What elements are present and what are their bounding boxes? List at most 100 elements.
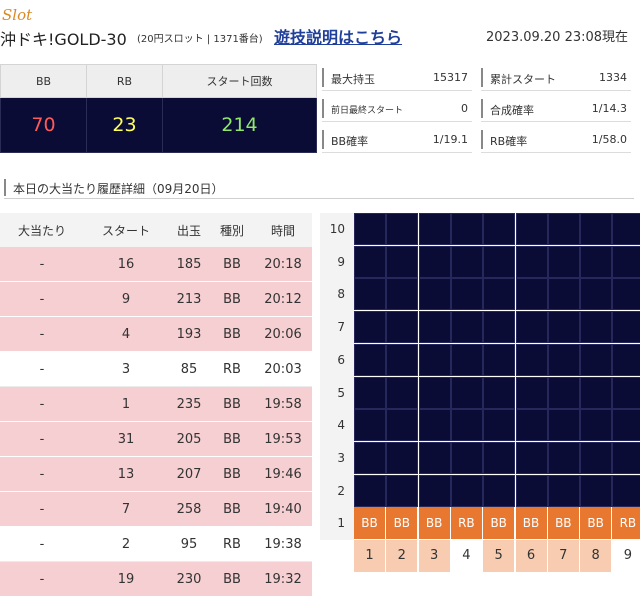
time-cell: 19:53 [254,421,312,457]
stat-value: 0 [461,102,468,115]
graph-bar: BB [515,507,548,540]
graph-bar: RB [612,507,640,540]
type-cell: BB [210,386,254,422]
graph-grid-cell [386,376,419,409]
graph-grid-cell [612,245,640,278]
stat-rb-prob: RB確率 1/58.0 [481,126,631,153]
table-row: -9 213 BB 20:12 [0,281,312,317]
graph-grid-cell [354,441,386,474]
stat-label: 前日最終スタート [331,106,404,116]
graph-bar: BB [418,507,451,540]
graph-grid-cell [515,441,548,474]
graph-grid-cell [450,245,483,278]
table-row: -3 85 RB 20:03 [0,351,312,387]
graph-grid-cell [580,376,613,409]
graph-grid-cell [354,213,386,245]
y-tick-label: 1 [337,516,345,531]
hit-cell: - [0,386,84,422]
graph-grid-cell [450,474,483,507]
payout-cell: 205 [168,421,210,457]
x-tick-label: 8 [580,540,613,572]
hit-cell: - [0,526,84,562]
graph-grid-cell [418,376,451,409]
y-tick-label: 5 [337,385,345,400]
stat-label: 最大持玉 [331,73,375,86]
graph-grid-cell [547,245,580,278]
hit-cell: - [0,351,84,387]
table-row: -1 235 BB 19:58 [0,386,312,422]
stat-label: 合成確率 [490,104,534,117]
stat-bar [322,130,324,149]
graph-grid-cell [483,441,516,474]
payout-cell: 230 [168,561,210,597]
graph-grid-cell [580,441,613,474]
stat-total-start: 累計スタート 1334 [481,64,631,91]
machine-subtitle: (20円スロット | 1371番台) [137,34,263,45]
time-cell: 19:40 [254,491,312,527]
stat-combined-prob: 合成確率 1/14.3 [481,95,631,122]
graph-grid-cell [450,311,483,344]
graph-grid-cell [547,441,580,474]
rules-link[interactable]: 遊技説明はこちら [274,28,403,47]
hit-cell: - [0,316,84,352]
col-start: スタート [84,213,168,247]
graph-grid-cell [450,278,483,311]
start-count: 214 [162,97,317,153]
type-cell: RB [210,526,254,562]
type-cell: BB [210,421,254,457]
timestamp: 2023.09.20 23:08現在 [486,30,629,45]
graph-grid-cell [547,409,580,442]
graph-grid-cell [547,474,580,507]
history-table: 大当たり スタート 出玉 種別 時間 -16 185 BB 20:18-9 213 BB 2… [0,213,312,597]
start-cell: 9 [84,281,168,317]
rb-count: 23 [86,97,163,153]
counter-table: BB RB スタート回数 70 23 214 [0,64,317,153]
graph-grid-cell [612,278,640,311]
x-tick-label: 5 [483,540,516,572]
graph-grid-cell [515,474,548,507]
graph-grid-cell [483,474,516,507]
graph-grid-cell [612,409,640,442]
start-cell: 13 [84,456,168,492]
graph-bar: BB [580,507,613,540]
stat-label: RB確率 [490,135,528,148]
graph-grid-cell [418,441,451,474]
col-payout: 出玉 [168,213,210,247]
graph-grid-cell [515,409,548,442]
y-tick-label: 9 [337,254,345,269]
graph-grid-cell [450,343,483,376]
type-cell: BB [210,247,254,282]
graph-grid-cell [386,311,419,344]
start-cell: 4 [84,316,168,352]
graph-grid-cell [450,376,483,409]
graph-grid-cell [483,213,516,245]
graph-grid-cell [515,343,548,376]
graph-grid-cell [547,213,580,245]
graph-grid-cell [418,343,451,376]
type-cell: BB [210,281,254,317]
payout-cell: 235 [168,386,210,422]
x-tick-label: 7 [547,540,580,572]
graph-grid-cell [386,278,419,311]
stat-value: 1/58.0 [591,133,627,146]
graph-grid-cell [354,409,386,442]
time-cell: 20:03 [254,351,312,387]
table-row: -31 205 BB 19:53 [0,421,312,457]
payout-cell: 258 [168,491,210,527]
x-tick-label: 4 [450,540,483,572]
x-tick-label: 3 [418,540,451,572]
stat-bb-prob: BB確率 1/19.1 [322,126,472,153]
section-bar [4,179,6,196]
type-cell: RB [210,351,254,387]
stat-value: 1/19.1 [432,133,468,146]
graph-grid-cell [612,343,640,376]
graph-grid-cell [386,409,419,442]
counter-header-rb: RB [86,64,163,98]
graph-grid-cell [418,474,451,507]
graph-bar: BB [483,507,516,540]
start-cell: 31 [84,421,168,457]
start-cell: 1 [84,386,168,422]
graph-grid-cell [418,278,451,311]
graph-grid-cell [580,245,613,278]
table-row: -13 207 BB 19:46 [0,456,312,492]
